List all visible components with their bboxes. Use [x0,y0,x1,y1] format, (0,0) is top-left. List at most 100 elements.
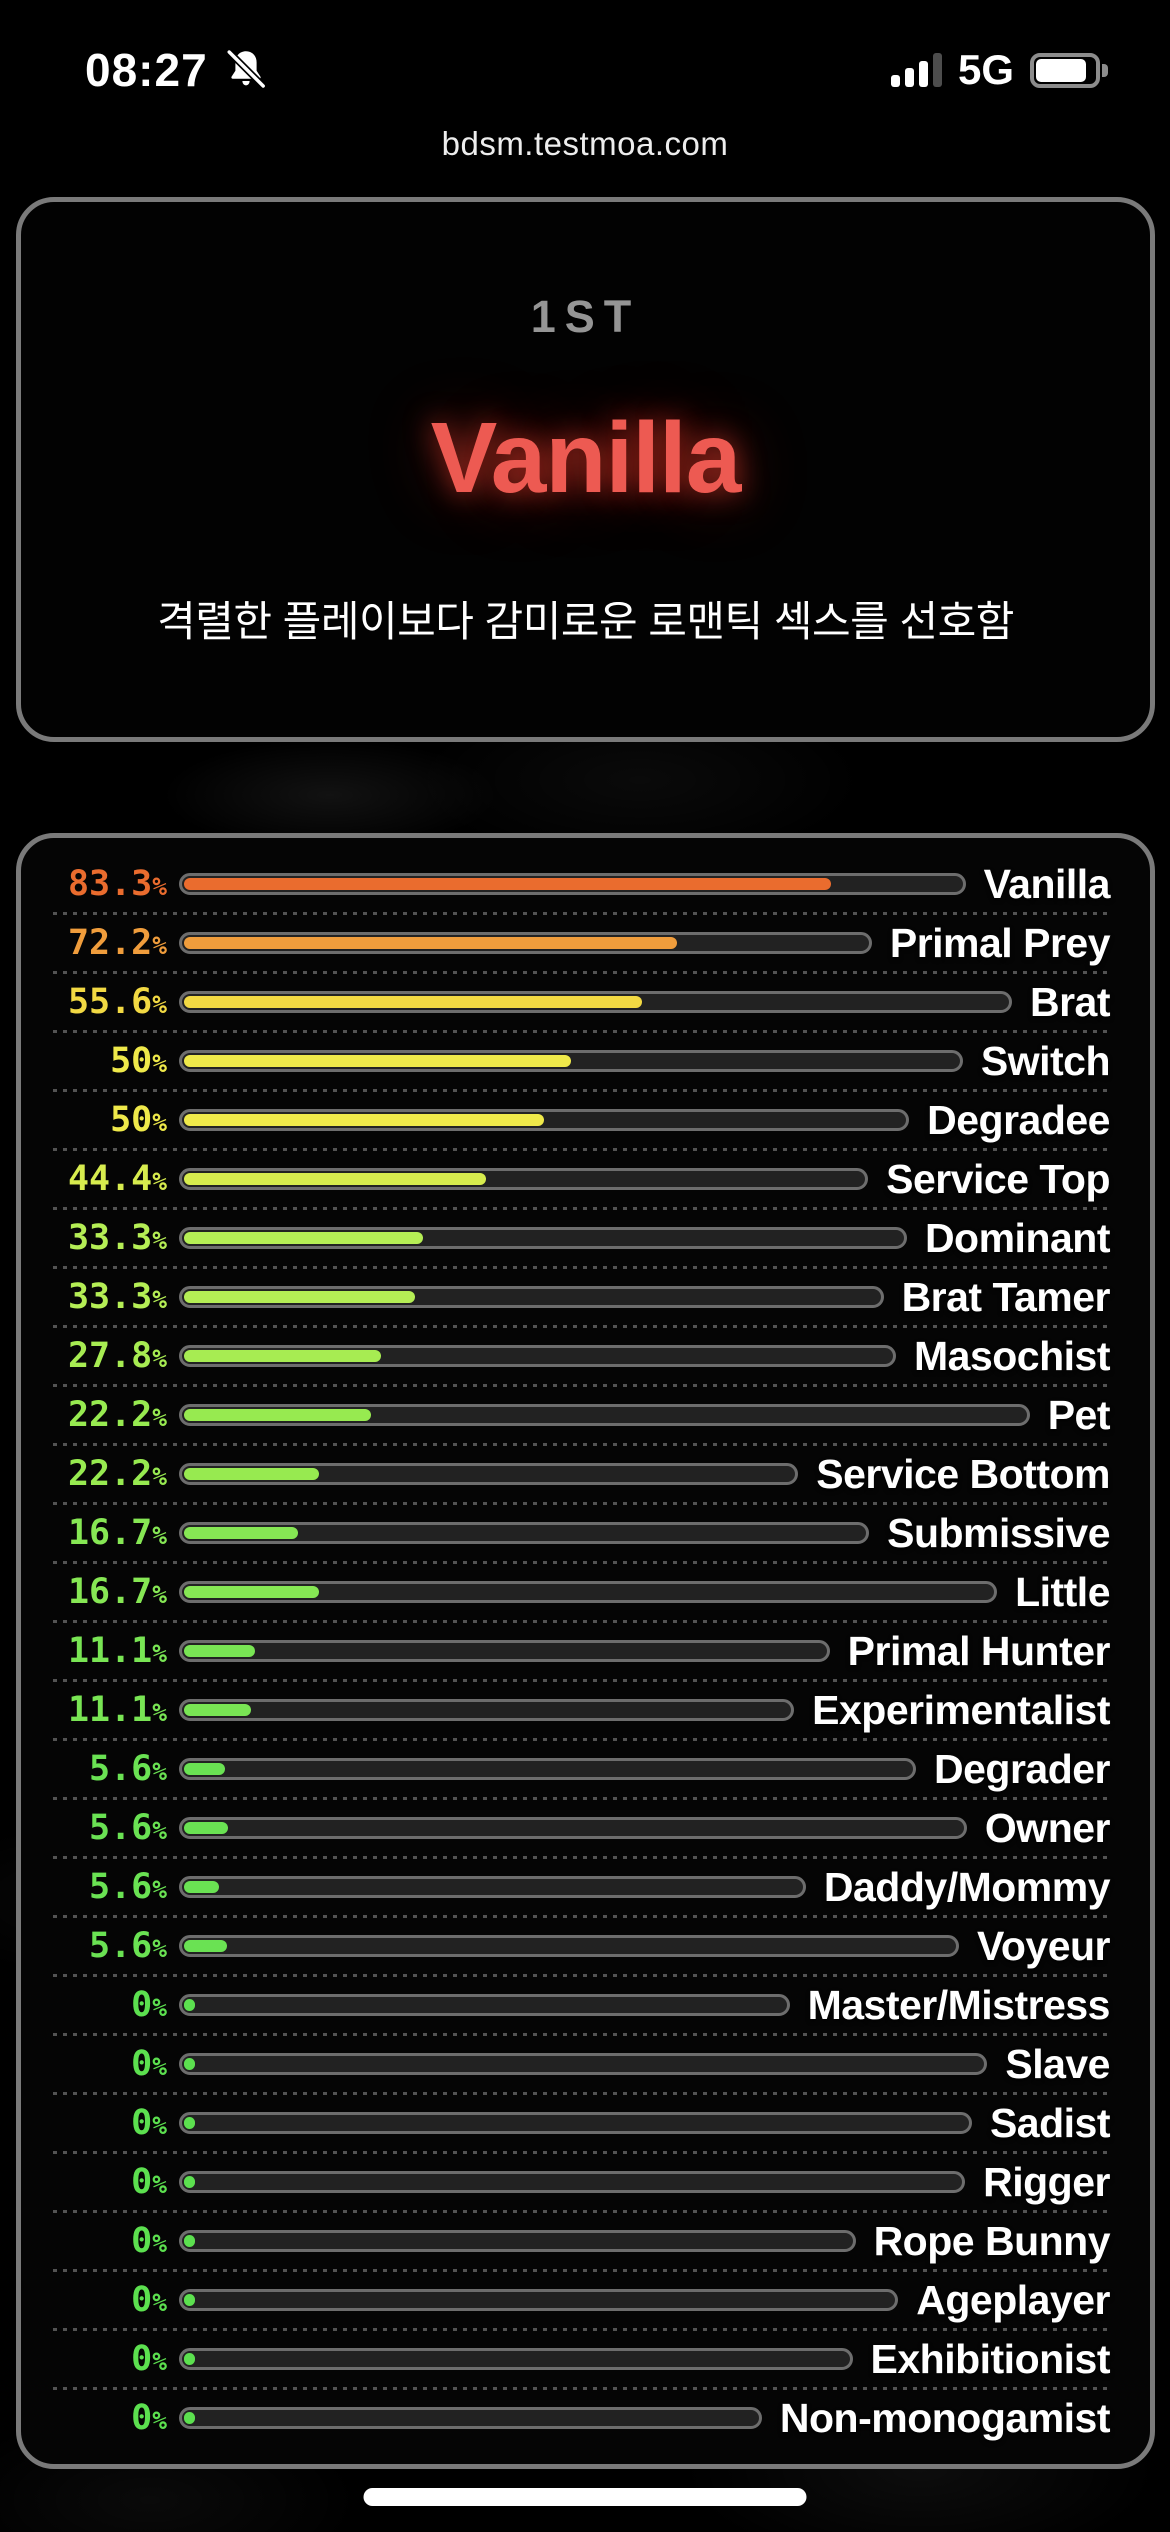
result-row: 72.2% Primal Prey [51,919,1111,966]
result-percent: 5.6% [89,1808,167,1848]
result-label: Experimentalist [812,1686,1110,1733]
result-bar-fill [184,996,642,1008]
result-row: 0% Sadist [51,2100,1110,2146]
result-percent: 0% [131,2339,167,2379]
result-bar-track [179,1640,830,1662]
row-separator [53,1266,1108,1269]
row-separator [53,971,1108,974]
result-label: Primal Hunter [847,1627,1111,1674]
top-result-description: 격렬한 플레이보다 감미로운 로맨틱 섹스를 선호함 [157,597,1014,645]
result-row: 50% Degradee [51,1096,1110,1143]
result-bar-track [179,2407,762,2429]
result-label: Degradee [927,1096,1110,1143]
top-result-title: Vanilla [430,401,742,514]
result-bar-track [179,1817,967,1839]
result-label: Service Bottom [816,1450,1110,1497]
result-label: Daddy/Mommy [823,1863,1111,1910]
result-row: 33.3% Dominant [51,1215,1111,1261]
result-bar-fill [184,1881,219,1893]
result-label: Voyeur [977,1922,1110,1969]
result-bar-track [179,1404,1030,1426]
result-row: 0% Slave [51,2040,1110,2087]
result-row: 44.4% Service Top [51,1155,1111,1202]
result-bar-track [179,2112,972,2134]
result-percent: 55.6% [67,982,167,1022]
result-bar-fill [184,1586,319,1598]
result-percent: 0% [131,2162,167,2202]
result-row: 0% Exhibitionist [51,2336,1110,2382]
result-label: Service Top [886,1155,1110,1202]
result-percent: 27.8% [67,1336,167,1376]
result-percent: 50% [110,1041,167,1081]
row-separator [53,1030,1108,1033]
row-separator [53,2387,1108,2390]
result-bar-track [179,2348,853,2370]
result-bar-fill [184,878,831,890]
result-bar-track [179,1994,790,2016]
result-percent: 16.7% [67,1572,167,1612]
row-separator [53,1915,1108,1918]
result-percent: 22.2% [67,1454,167,1494]
result-row: 5.6% Daddy/Mommy [51,1863,1111,1910]
result-row: 27.8% Masochist [51,1333,1111,1379]
result-row: 0% Rigger [51,2158,1110,2205]
result-bar-track [179,1699,795,1721]
result-bar-fill [184,1409,371,1421]
result-bar-track [179,1168,869,1190]
result-row: 55.6% Brat [51,979,1111,1025]
row-separator [53,1856,1108,1859]
result-label: Primal Prey [889,919,1111,966]
result-percent: 5.6% [89,1867,167,1907]
results-list: 83.3% Vanilla 72.2% Primal Prey 55.6% Brat 50%… [51,860,1111,2441]
result-bar-track [179,1876,806,1898]
result-bar-track [179,1109,910,1131]
result-label: Switch [980,1037,1111,1084]
result-label: Ageplayer [916,2276,1110,2323]
result-bar-track [179,1286,884,1308]
result-row: 22.2% Service Bottom [51,1450,1111,1497]
clock: 08:27 [85,44,208,96]
result-label: Non-monogamist [779,2394,1111,2441]
top-result-card: 1ST Vanilla 격렬한 플레이보다 감미로운 로맨틱 섹스를 선호함 [16,197,1155,742]
result-row: 11.1% Primal Hunter [51,1627,1111,1674]
result-percent: 0% [131,2044,167,2084]
battery-icon [1030,52,1108,88]
result-label: Master/Mistress [807,1981,1111,2028]
url-text[interactable]: bdsm.testmoa.com [441,125,729,162]
result-bar-fill [184,1350,381,1362]
result-percent: 50% [110,1100,167,1140]
result-row: 5.6% Voyeur [51,1922,1110,1969]
result-bar-track [179,2053,988,2075]
result-bar-track [179,2289,899,2311]
result-bar-track [179,1345,896,1367]
result-row: 5.6% Degrader [51,1746,1110,1792]
row-separator [53,1384,1108,1387]
result-row: 83.3% Vanilla [51,860,1111,907]
rank-label: 1ST [530,290,641,342]
result-label: Vanilla [983,860,1111,907]
row-separator [53,1797,1108,1800]
result-bar-fill [184,2176,195,2188]
result-percent: 44.4% [67,1159,167,1199]
status-bar: 08:27 5G [0,0,1170,110]
result-bar-fill [184,1527,298,1539]
row-separator [53,1620,1108,1623]
home-indicator[interactable] [363,2488,807,2506]
result-bar-track [179,1463,799,1485]
result-label: Submissive [887,1509,1110,1556]
row-separator [53,1502,1108,1505]
result-label: Slave [1005,2040,1110,2087]
row-separator [53,1974,1108,1977]
result-bar-track [179,1050,963,1072]
row-separator [53,2328,1108,2331]
result-label: Rigger [983,2158,1110,2205]
result-percent: 22.2% [67,1395,167,1435]
row-separator [53,1089,1108,1092]
result-percent: 11.1% [67,1690,167,1730]
result-row: 33.3% Brat Tamer [51,1274,1111,1320]
result-bar-fill [184,2353,195,2365]
browser-url-bar[interactable]: bdsm.testmoa.com [0,125,1170,163]
result-row: 0% Non-monogamist [51,2394,1111,2441]
row-separator [53,1679,1108,1682]
